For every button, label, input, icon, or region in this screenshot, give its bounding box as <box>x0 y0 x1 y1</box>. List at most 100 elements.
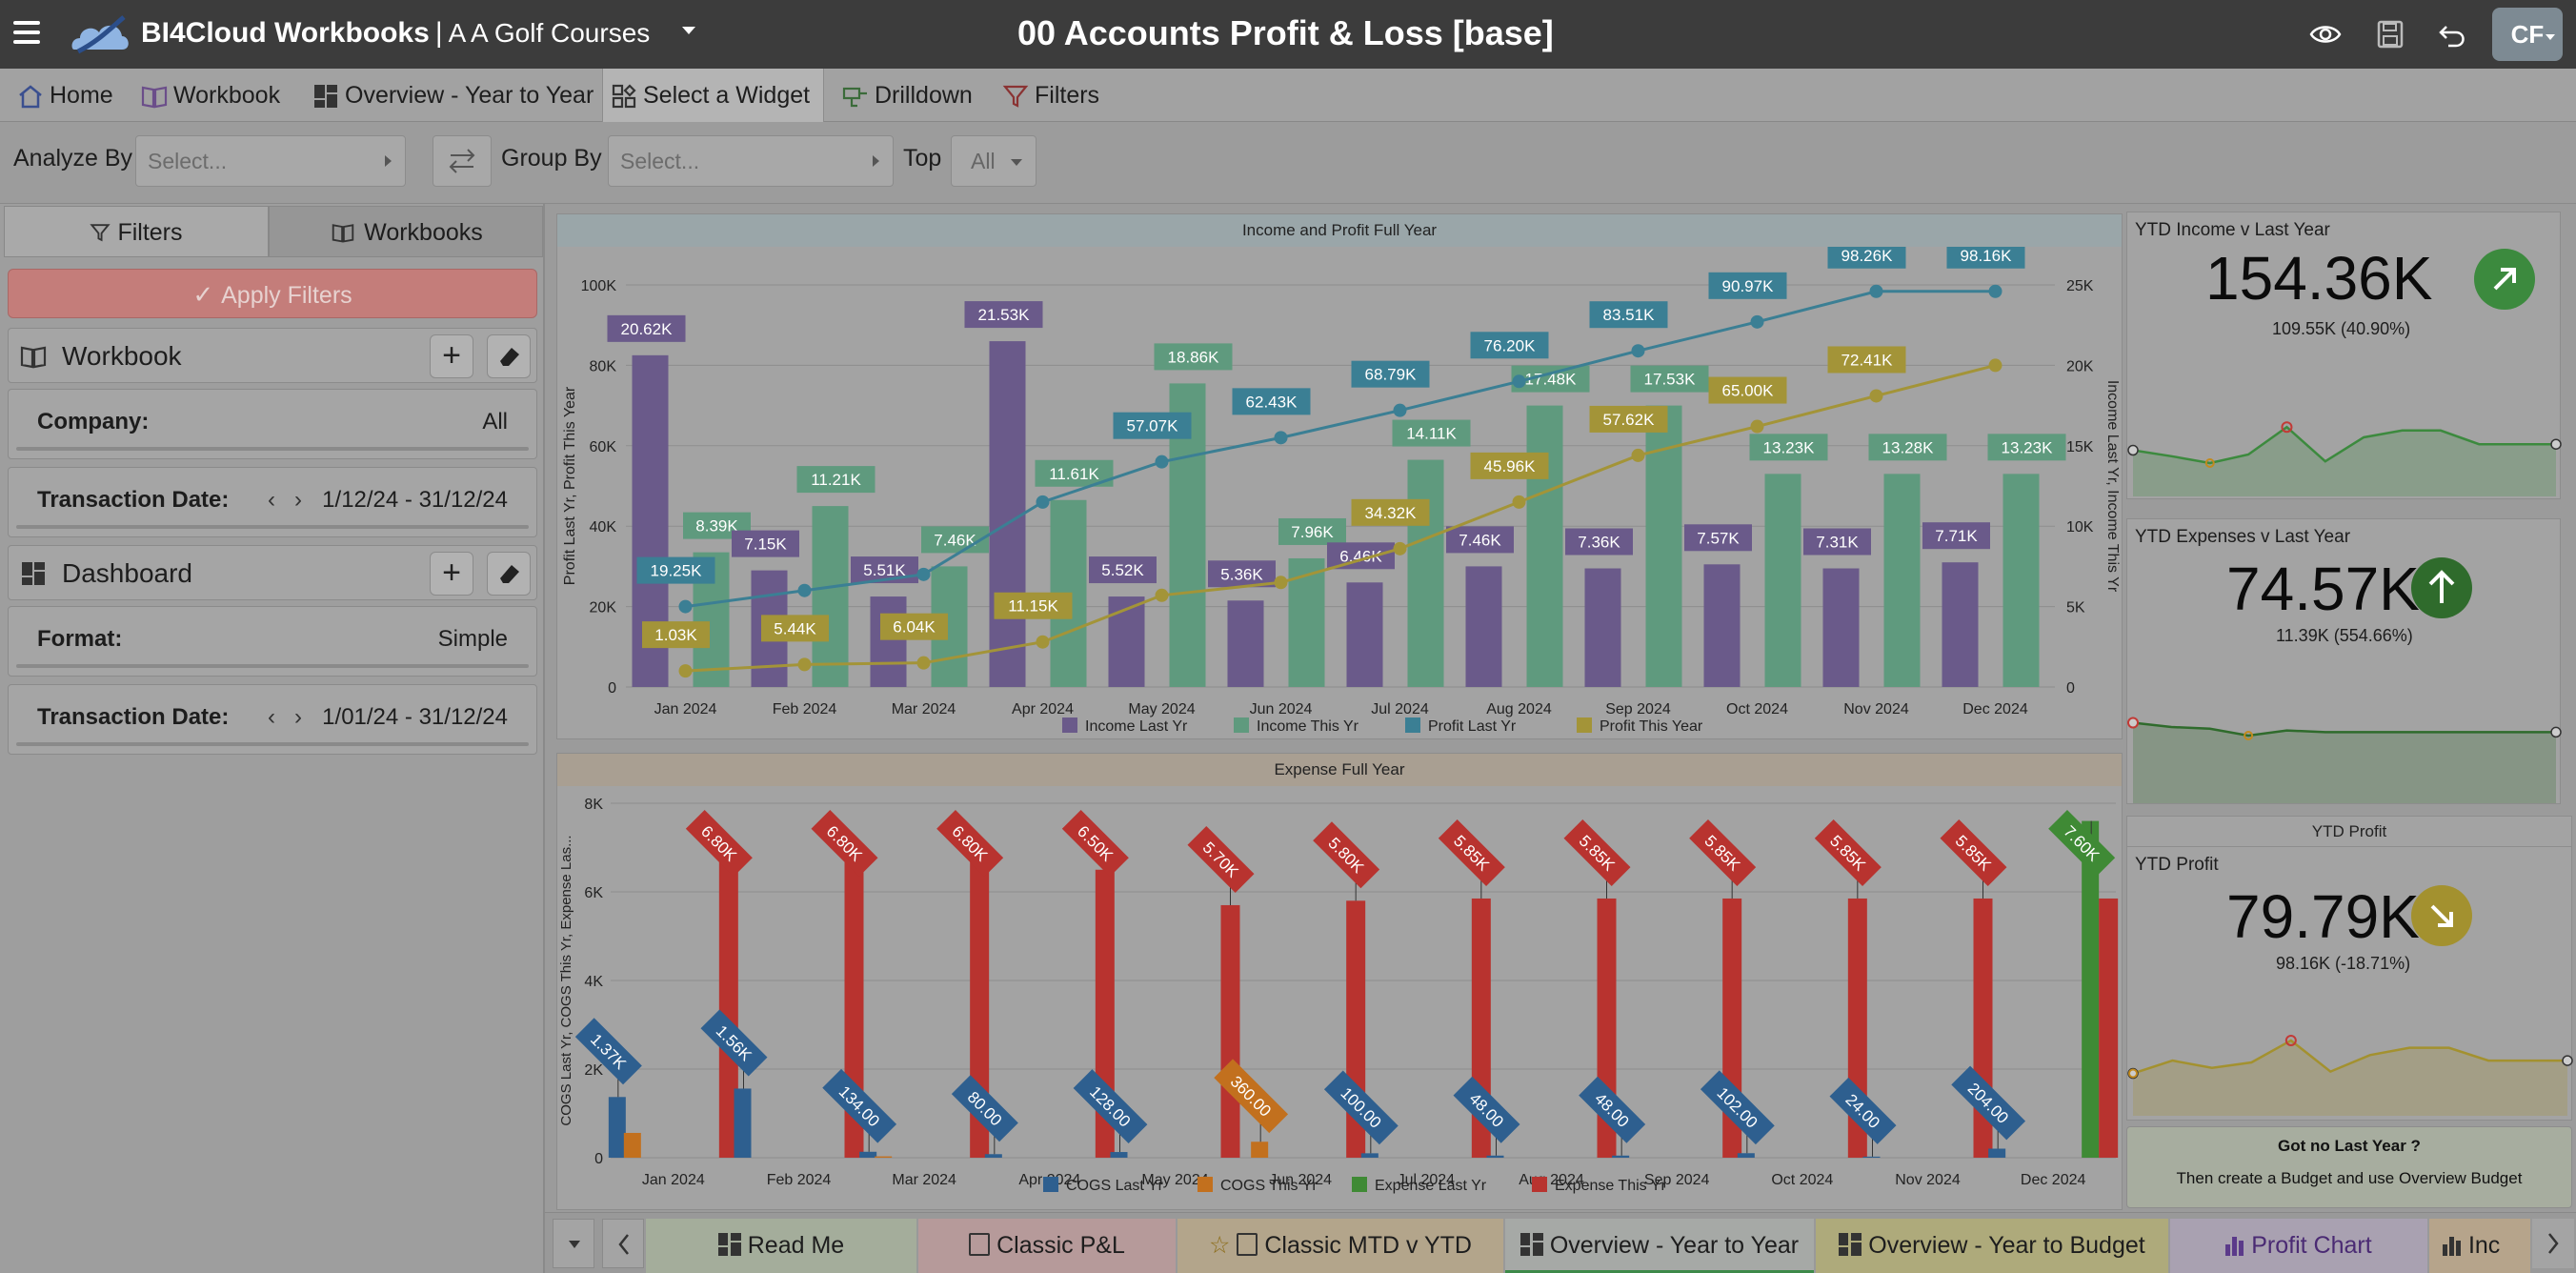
workbook-date-filter[interactable]: Transaction Date: ‹ › 1/12/24 - 31/12/24 <box>8 467 537 537</box>
nav-drilldown-label: Drilldown <box>875 82 973 109</box>
nav-workbook[interactable]: Workbook <box>133 69 280 122</box>
sparkline-high-point <box>2281 421 2293 434</box>
dashboard-icon <box>1839 1233 1862 1256</box>
analyze-by-label: Analyze By <box>13 145 133 172</box>
bar-value-label-bg <box>1829 1077 1897 1144</box>
bar-value-label: 7.57K <box>1697 529 1740 547</box>
line-value-label-group: 11.15K <box>994 592 1073 619</box>
clear-workbook-filter-button[interactable] <box>487 334 531 378</box>
add-workbook-filter-button[interactable]: + <box>430 334 473 378</box>
legend-swatch <box>1405 717 1420 733</box>
home-icon <box>19 85 42 109</box>
bar-value-label-group: 5.85K <box>1438 818 1505 886</box>
menu-icon[interactable] <box>13 21 40 46</box>
save-icon[interactable] <box>2374 19 2406 50</box>
bar-cogs-last-yr <box>1737 1153 1755 1158</box>
nav-filters[interactable]: Filters <box>995 69 1099 122</box>
line-point <box>1869 389 1883 403</box>
line-value-label-group: 19.25K <box>636 556 715 584</box>
tab-income[interactable]: Inc <box>2429 1219 2530 1273</box>
tab-scroll-right-button[interactable] <box>2532 1219 2574 1268</box>
bar-value-label-group: 13.23K <box>1987 434 2066 461</box>
kpi-expenses-value: 74.57K <box>2226 555 2420 623</box>
y-tick-label: 6K <box>584 885 603 901</box>
undo-icon[interactable] <box>2437 19 2469 50</box>
company-dropdown-icon[interactable] <box>682 27 695 34</box>
bar-value-label-bg <box>1689 818 1757 886</box>
line-point <box>916 567 931 581</box>
x-tick-label: Apr 2024 <box>1012 701 1074 717</box>
nav-home[interactable]: Home <box>10 69 113 122</box>
chevron-right-icon[interactable]: › <box>294 487 302 513</box>
income-profit-widget[interactable]: Income and Profit Full Year 0 20K 40K 60K 80… <box>556 213 2123 739</box>
nav-overview[interactable]: Overview - Year to Year <box>305 69 594 122</box>
chevron-left-icon[interactable]: ‹ <box>268 704 275 730</box>
chevron-left-icon[interactable]: ‹ <box>268 487 275 513</box>
tab-classic-mtd-ytd[interactable]: ☆ Classic MTD v YTD <box>1177 1219 1503 1273</box>
bar-value-label-bg <box>2048 809 2116 878</box>
tab-scroll-left-button[interactable] <box>602 1219 644 1268</box>
company-filter[interactable]: Company: All <box>8 389 537 459</box>
x-tick-label: Oct 2024 <box>1726 701 1788 717</box>
brand[interactable]: BI4Cloud Workbooks | A A Golf Courses <box>141 17 650 50</box>
group-by-select[interactable]: Select... <box>608 135 894 187</box>
bar-cogs-last-yr <box>984 1154 1002 1158</box>
line-value-label-bg <box>994 592 1073 619</box>
nav-select-widget-label: Select a Widget <box>643 82 811 109</box>
line-value-label-bg <box>880 613 948 640</box>
y-axis-label: Profit Last Yr, Profit This Year <box>562 386 578 585</box>
analyze-by-select[interactable]: Select... <box>135 135 406 187</box>
kpi-profit[interactable]: YTD Profit YTD Profit 79.79K 98.16K (-18… <box>2126 816 2573 1121</box>
tab-overview-year-to-budget[interactable]: Overview - Year to Budget <box>1816 1219 2168 1273</box>
bar-value-label-group: 17.48K <box>1511 365 1590 393</box>
swap-button[interactable] <box>433 135 492 187</box>
tab-filters[interactable]: Filters <box>4 206 269 257</box>
tab-classic-pl[interactable]: Classic P&L <box>918 1219 1176 1273</box>
nav-drilldown[interactable]: Drilldown <box>835 69 973 122</box>
line-value-label-group: 62.43K <box>1232 388 1311 415</box>
bar-value-label-group: 14.11K <box>1392 419 1471 447</box>
user-avatar[interactable]: CF <box>2492 8 2563 61</box>
dashboard-date-label: Transaction Date: <box>37 704 230 730</box>
tab-read-me[interactable]: Read Me <box>646 1219 916 1273</box>
kpi-expenses[interactable]: YTD Expenses v Last Year 74.57K 11.39K (… <box>2126 518 2562 804</box>
swap-icon <box>449 149 475 173</box>
line-value-label-group: 90.97K <box>1708 272 1787 299</box>
top-select[interactable]: All <box>951 135 1036 187</box>
clear-dashboard-filter-button[interactable] <box>487 552 531 596</box>
tab-profit-chart[interactable]: Profit Chart <box>2170 1219 2427 1273</box>
eye-icon[interactable] <box>2309 19 2342 50</box>
tab-overview-year-to-year[interactable]: Overview - Year to Year <box>1505 1219 1814 1273</box>
line-point <box>797 583 812 597</box>
line-value-label-bg <box>1470 332 1549 359</box>
dashboard-date-filter[interactable]: Transaction Date: ‹ › 1/01/24 - 31/12/24 <box>8 684 537 755</box>
tab-menu-button[interactable] <box>553 1219 594 1268</box>
expense-widget[interactable]: Expense Full Year 0 2K 4K 6K 8K COGS Last Yr,… <box>556 753 2123 1210</box>
legend-swatch <box>1043 1177 1058 1192</box>
bar-value-label-bg <box>796 466 875 494</box>
kpi-income[interactable]: YTD Income v Last Year 154.36K 109.55K (… <box>2126 212 2562 499</box>
line-value-label: 45.96K <box>1484 457 1537 475</box>
line-value-label: 98.16K <box>1961 247 2013 265</box>
bar-value-label-bg <box>1814 818 1882 886</box>
bar-value-label-group: 24.00 <box>1829 1077 1897 1144</box>
tab-workbooks[interactable]: Workbooks <box>269 206 543 257</box>
eraser-icon <box>500 348 519 366</box>
apply-filters-button[interactable]: ✓ Apply Filters <box>8 269 537 318</box>
line-point <box>678 599 693 614</box>
chevron-right-icon[interactable]: › <box>294 704 302 730</box>
line-value-label: 6.04K <box>893 618 936 636</box>
kpi-income-title: YTD Income v Last Year <box>2135 220 2330 240</box>
sparkline-area <box>2133 427 2556 496</box>
add-dashboard-filter-button[interactable]: + <box>430 552 473 596</box>
top-label: Top <box>903 145 942 172</box>
dashboard-section-header: Dashboard + <box>8 545 537 600</box>
nav-select-widget[interactable]: Select a Widget <box>602 69 825 122</box>
line-value-label-group: 57.62K <box>1589 405 1668 433</box>
bar-value-label-bg <box>1987 434 2066 461</box>
format-filter[interactable]: Format: Simple <box>8 606 537 677</box>
sparkline-end-point <box>2550 438 2562 450</box>
line-value-label-group: 72.41K <box>1827 346 1906 374</box>
arrow-down-right-icon <box>2411 885 2472 946</box>
kpi-profit-title: YTD Profit <box>2135 855 2219 875</box>
